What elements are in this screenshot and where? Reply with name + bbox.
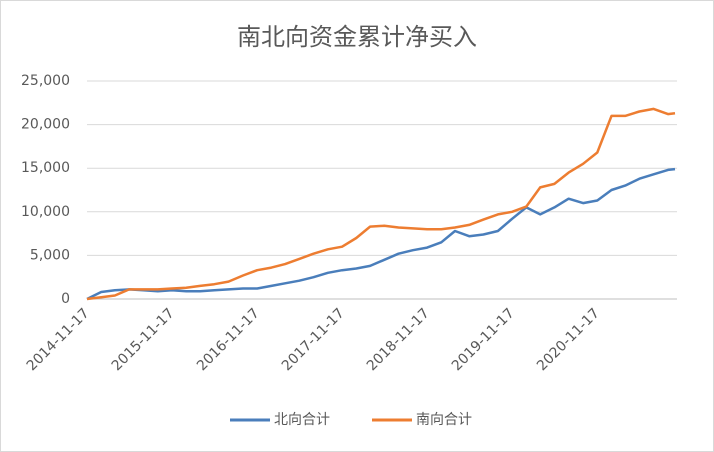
- y-tick-label: 15,000: [21, 160, 70, 176]
- line-series: [86, 107, 676, 301]
- y-tick-label: 20,000: [21, 117, 70, 133]
- line-series: [86, 167, 676, 301]
- y-tick-label: 10,000: [21, 204, 70, 220]
- legend-label: 南向合计: [416, 412, 472, 428]
- y-tick-label: 25,000: [21, 73, 70, 89]
- y-tick-label: 0: [61, 291, 70, 307]
- legend-label: 北向合计: [274, 412, 330, 428]
- y-tick-label: 5,000: [30, 247, 70, 263]
- chart-title: 南北向资金累计净买入: [237, 23, 477, 51]
